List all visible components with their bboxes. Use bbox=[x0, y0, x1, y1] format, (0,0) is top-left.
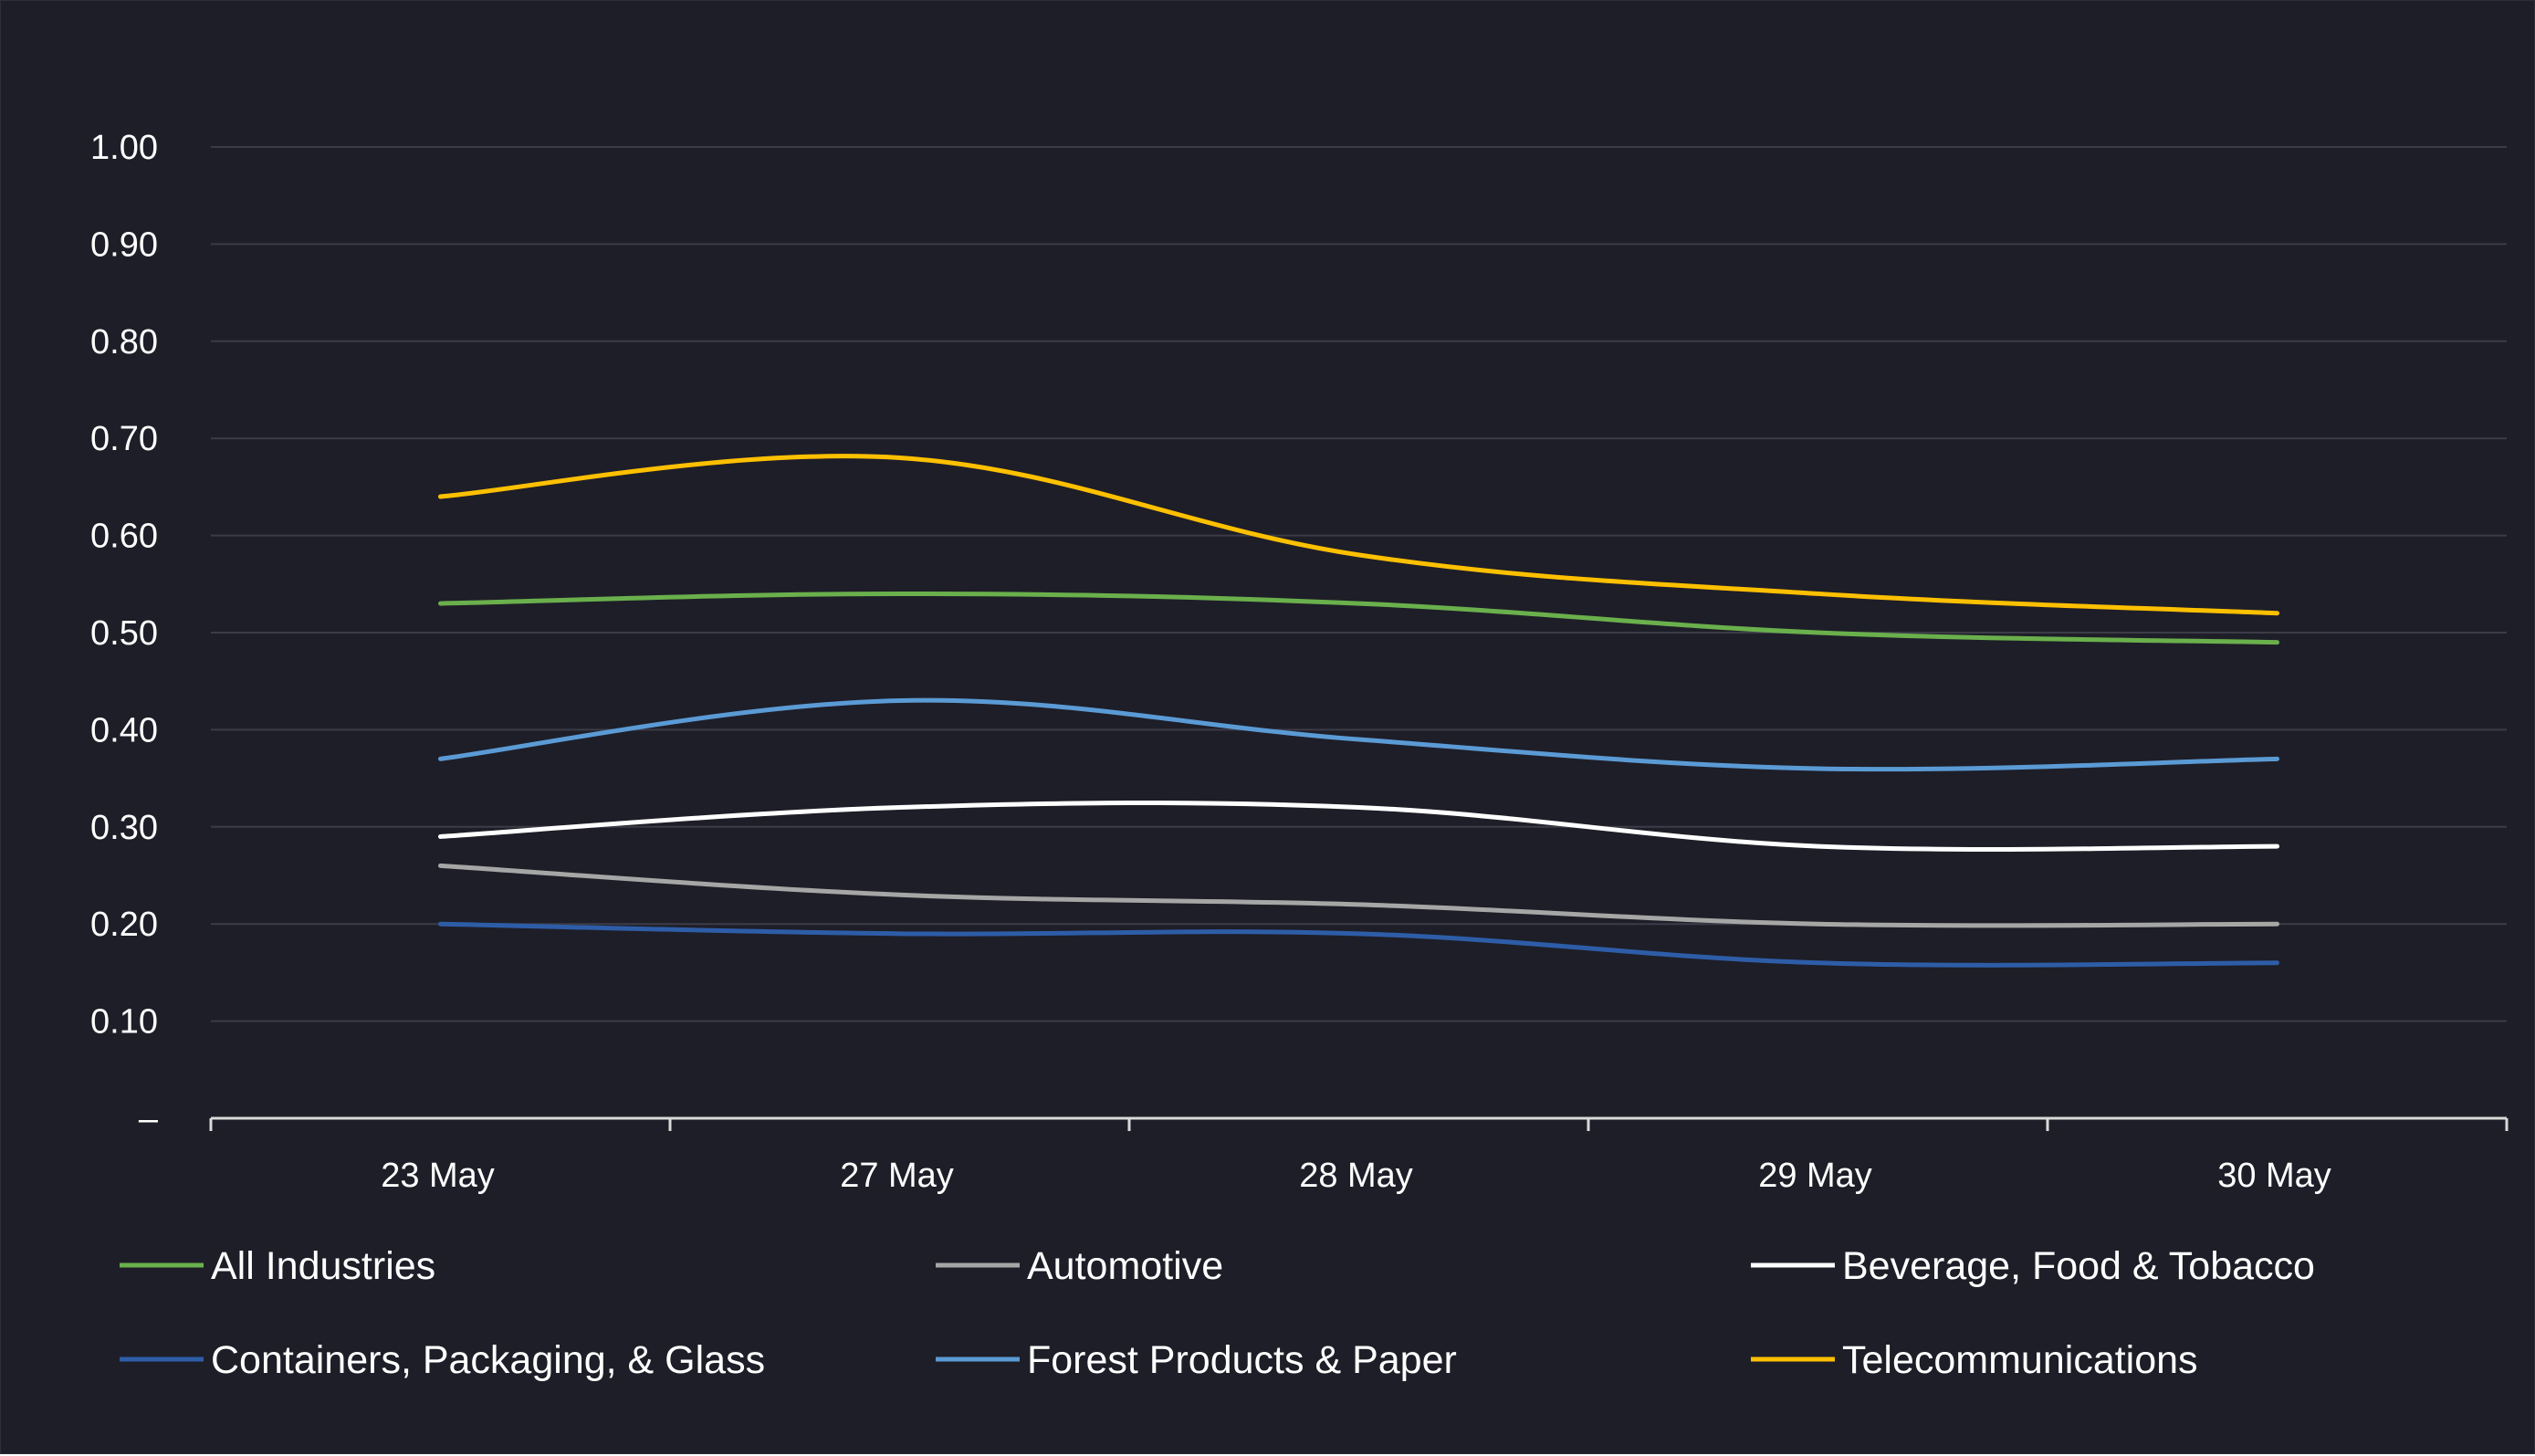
legend-item-beverage-food-tobacco: Beverage, Food & Tobacco bbox=[1751, 1244, 2315, 1288]
legend-label: All Industries bbox=[211, 1244, 435, 1288]
y-tick-label: 0.70 bbox=[90, 420, 158, 458]
legend-label: Beverage, Food & Tobacco bbox=[1842, 1244, 2315, 1288]
x-tick-label: 29 May bbox=[1758, 1157, 1872, 1195]
x-tick-label: 28 May bbox=[1299, 1157, 1413, 1195]
series-lines bbox=[438, 454, 2279, 968]
y-tick-label: 0.40 bbox=[90, 711, 158, 749]
y-tick-label: 0.20 bbox=[90, 906, 158, 944]
legend-item-all-industries: All Industries bbox=[120, 1244, 435, 1288]
y-tick-label: 0.80 bbox=[90, 323, 158, 361]
y-axis-tick-labels: – 0.10 0.20 0.30 0.40 0.50 0.60 0.70 0.80 0.90 1.0… bbox=[90, 129, 159, 1138]
series-line-forest-products-paper bbox=[438, 697, 2279, 772]
y-tick-label: 0.10 bbox=[90, 1003, 158, 1042]
series-line-beverage-food-tobacco bbox=[438, 800, 2279, 852]
gridlines bbox=[211, 146, 2507, 1022]
legend-label: Telecommunications bbox=[1842, 1338, 2198, 1382]
legend-item-telecommunications: Telecommunications bbox=[1751, 1338, 2198, 1382]
y-tick-label: 1.00 bbox=[90, 129, 158, 167]
legend: All Industries Automotive Beverage, Food &… bbox=[120, 1244, 2315, 1382]
y-tick-label: 0.50 bbox=[90, 614, 158, 653]
legend-item-automotive: Automotive bbox=[936, 1244, 1223, 1288]
x-tick-label: 30 May bbox=[2217, 1157, 2331, 1195]
series-line-containers-packaging-glass bbox=[438, 921, 2279, 968]
legend-item-containers-packaging-glass: Containers, Packaging, & Glass bbox=[120, 1338, 765, 1382]
x-tick-label: 23 May bbox=[381, 1157, 495, 1195]
x-axis-tick-labels: 23 May 27 May 28 May 29 May 30 May bbox=[381, 1157, 2331, 1195]
legend-item-forest-products-paper: Forest Products & Paper bbox=[936, 1338, 1457, 1382]
legend-label: Automotive bbox=[1027, 1244, 1223, 1288]
y-tick-label: 0.30 bbox=[90, 809, 158, 847]
y-tick-label: 0.90 bbox=[90, 225, 158, 264]
series-line-all-industries bbox=[438, 591, 2279, 645]
legend-label: Forest Products & Paper bbox=[1027, 1338, 1457, 1382]
y-tick-label: 0.60 bbox=[90, 518, 158, 556]
x-axis bbox=[209, 1116, 2509, 1131]
series-line-telecommunications bbox=[438, 454, 2279, 616]
y-tick-label: – bbox=[139, 1100, 159, 1138]
series-line-automotive bbox=[438, 863, 2279, 928]
x-tick-label: 27 May bbox=[840, 1157, 954, 1195]
legend-label: Containers, Packaging, & Glass bbox=[211, 1338, 765, 1382]
